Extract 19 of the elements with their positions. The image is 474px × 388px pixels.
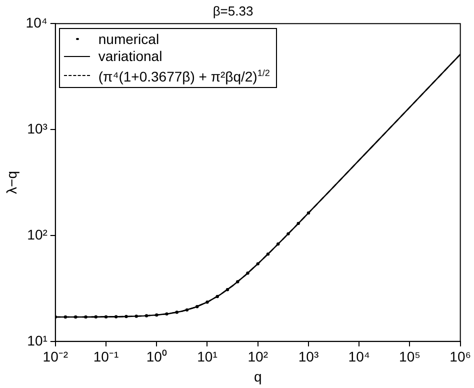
x-tick-label: 10¹	[197, 348, 218, 365]
legend-label: (π⁴(1+0.3677β) + π²βq/2)$^{1/2}$	[98, 66, 270, 86]
chart-title: β=5.33	[212, 3, 254, 18]
x-tick-label: 10⁶	[450, 348, 472, 365]
x-tick-label: 10⁴	[348, 348, 370, 365]
y-tick-label: 10¹	[27, 332, 48, 348]
y-tick-label: 10³	[27, 120, 48, 136]
y-tick-label: 10²	[27, 226, 48, 242]
x-tick-label: 10⁰	[146, 348, 167, 365]
legend-label: variational	[98, 48, 162, 65]
legend-label: numerical	[98, 30, 160, 48]
x-tick-label: 10⁻²	[42, 348, 68, 365]
x-tick-label: 10²	[248, 348, 268, 365]
y-tick-label: 10⁴	[26, 14, 48, 30]
x-tick-label: 10⁵	[399, 348, 420, 365]
x-tick-label: 10⁻¹	[93, 348, 119, 365]
x-axis-title: q	[254, 368, 262, 384]
y-axis-title: λ−q	[3, 171, 20, 194]
x-tick-label: 10³	[298, 348, 319, 365]
